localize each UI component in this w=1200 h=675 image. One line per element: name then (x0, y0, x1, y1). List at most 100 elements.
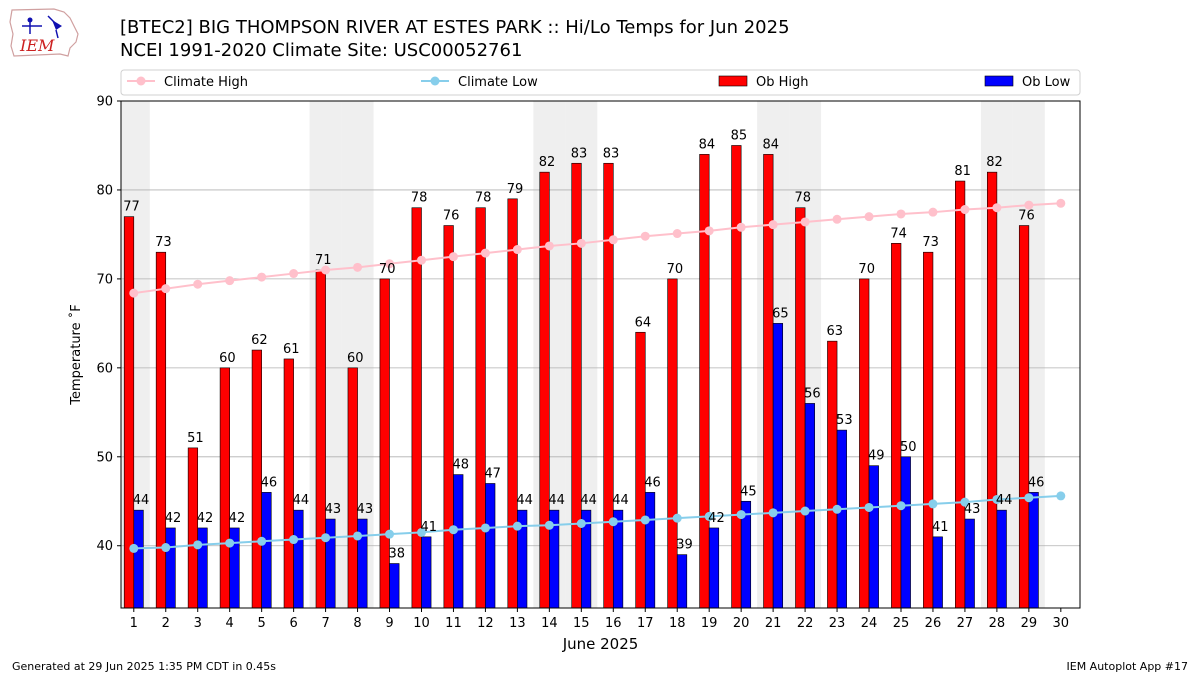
x-tick-label: 1 (130, 616, 138, 631)
climate-low-point (289, 535, 299, 545)
climate-high-point (1024, 200, 1034, 210)
ob-low-label: 56 (804, 386, 821, 401)
ob-high-bar (219, 367, 230, 609)
climate-high-point (928, 207, 938, 217)
y-tick-label: 60 (96, 361, 113, 376)
ob-low-label: 46 (261, 475, 278, 490)
climate-high-point (353, 262, 363, 272)
climate-low-point (448, 525, 458, 535)
ob-high-label: 76 (443, 209, 460, 224)
legend-box (120, 69, 1081, 96)
chart-subtitle: NCEI 1991-2020 Climate Site: USC00052761 (120, 40, 523, 61)
ob-high-bar (923, 251, 934, 609)
generated-footer: Generated at 29 Jun 2025 1:35 PM CDT in … (12, 660, 277, 673)
ob-high-label: 82 (986, 155, 1003, 170)
ob-high-label: 78 (794, 191, 811, 206)
ob-low-label: 49 (868, 449, 885, 464)
ob-low-label: 44 (548, 493, 565, 508)
ob-high-label: 79 (507, 182, 524, 197)
climate-low-point (480, 523, 490, 533)
ob-low-bar (485, 483, 496, 609)
ob-high-label: 60 (347, 351, 364, 366)
legend-ob-low-label: Ob Low (1022, 75, 1071, 90)
legend-climate-high-label: Climate High (164, 75, 248, 90)
climate-high-line (133, 202, 1061, 295)
ob-high-label: 76 (1018, 209, 1035, 224)
climate-high-point (736, 222, 746, 232)
y-tick-label: 40 (96, 539, 113, 554)
climate-low-point (225, 538, 235, 548)
ob-high-label: 74 (890, 226, 907, 241)
climate-low-point (992, 494, 1002, 504)
ob-high-label: 62 (251, 333, 268, 348)
ob-low-bar (389, 563, 400, 609)
climate-low-point (161, 543, 171, 553)
legend-climate-low-marker (430, 76, 440, 86)
ob-low-bar (900, 456, 911, 609)
x-tick-label: 10 (413, 616, 430, 631)
ob-high-label: 64 (635, 315, 652, 330)
x-axis-label: June 2025 (562, 635, 639, 653)
ob-high-bar (955, 180, 966, 609)
climate-low-point (736, 510, 746, 520)
climate-low-point (928, 499, 938, 509)
climate-high-point (960, 205, 970, 215)
ob-high-label: 61 (283, 342, 300, 357)
ob-low-bar (293, 509, 304, 609)
plot-frame (120, 100, 1081, 609)
climate-low-point (864, 502, 874, 512)
ob-high-bar (603, 162, 614, 609)
ob-high-bar (283, 358, 294, 609)
chart-title: [BTEC2] BIG THOMPSON RIVER AT ESTES PARK… (120, 17, 790, 38)
ob-high-label: 83 (571, 146, 588, 161)
x-tick-label: 2 (162, 616, 170, 631)
ob-high-bar (699, 154, 710, 609)
ob-high-label: 83 (603, 146, 620, 161)
climate-high-point (800, 217, 810, 227)
ob-low-label: 42 (165, 511, 182, 526)
y-tick-label: 80 (96, 183, 113, 198)
ob-low-bar (932, 536, 943, 609)
climate-high-point (289, 269, 299, 279)
y-tick-label: 90 (96, 95, 113, 110)
ob-high-bar (507, 198, 518, 609)
ob-low-label: 43 (357, 502, 374, 517)
y-tick-label: 70 (96, 272, 113, 287)
ob-low-bar (421, 536, 432, 609)
ob-high-bar (539, 171, 550, 609)
climate-high-point (640, 231, 650, 241)
ob-low-label: 48 (452, 458, 469, 473)
climate-high-point (608, 235, 618, 245)
ob-high-bar (795, 207, 806, 609)
climate-low-point (896, 501, 906, 511)
ob-low-bar (772, 323, 784, 609)
x-tick-label: 4 (226, 616, 234, 631)
iem-logo: IEM (9, 8, 79, 57)
ob-high-label: 82 (539, 155, 556, 170)
ob-low-bar (708, 527, 720, 609)
ob-high-bar (347, 367, 358, 609)
x-tick-label: 25 (893, 616, 910, 631)
climate-high-point (385, 259, 395, 269)
x-tick-label: 17 (637, 616, 654, 631)
climate-high-point (321, 265, 331, 275)
logo-text: IEM (19, 36, 55, 55)
ob-low-label: 41 (420, 520, 437, 535)
legend-ob-high-label: Ob High (756, 75, 809, 90)
ob-low-bar (868, 465, 879, 609)
climate-low-point (129, 543, 139, 553)
ob-low-bar (453, 474, 464, 609)
ob-low-bar (165, 527, 176, 609)
ob-high-label: 63 (826, 324, 843, 339)
climate-low-point (672, 513, 682, 523)
ob-high-label: 81 (954, 164, 971, 179)
ob-high-label: 70 (667, 262, 684, 277)
ob-low-bar (676, 554, 688, 609)
x-tick-label: 14 (541, 616, 558, 631)
legend-climate-low-label: Climate Low (458, 75, 538, 90)
ob-high-label: 84 (699, 137, 716, 152)
ob-low-bar (133, 509, 144, 609)
climate-low-point (1024, 493, 1034, 503)
x-tick-label: 24 (861, 616, 878, 631)
